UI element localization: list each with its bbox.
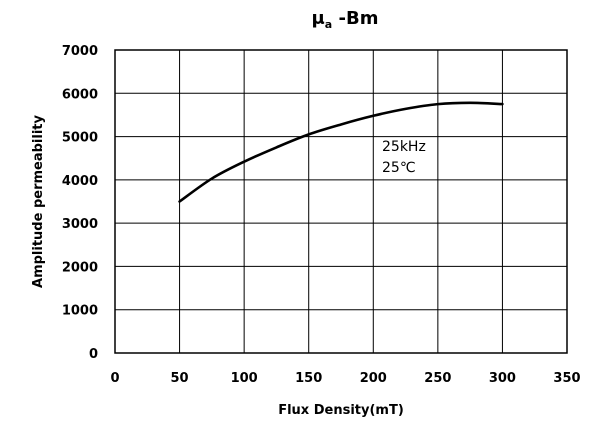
plot-frame: [115, 50, 567, 353]
x-tick-label: 50: [171, 371, 189, 386]
annotation-temperature: 25℃: [382, 160, 416, 176]
x-tick-label: 150: [295, 371, 322, 386]
x-tick-labels: 0 50 100 150 200 250 300 350: [110, 371, 580, 386]
y-tick-label: 3000: [62, 217, 98, 232]
chart-title: μa -Bm: [312, 8, 379, 31]
x-tick-label: 0: [110, 371, 119, 386]
y-tick-label: 2000: [62, 260, 98, 275]
x-tick-label: 250: [424, 371, 451, 386]
x-axis-label: Flux Density(mT): [278, 403, 404, 418]
y-tick-label: 6000: [62, 87, 98, 102]
y-tick-labels: 0 1000 2000 3000 4000 5000 6000 7000: [62, 44, 98, 362]
series-line: [180, 103, 503, 202]
y-tick-label: 0: [89, 347, 98, 362]
series-group: [180, 103, 503, 202]
grid: [115, 50, 567, 353]
x-tick-label: 300: [489, 371, 516, 386]
y-axis-label: Amplitude permeability: [31, 114, 46, 287]
y-tick-label: 4000: [62, 174, 98, 189]
y-tick-label: 7000: [62, 44, 98, 59]
x-tick-label: 200: [360, 371, 387, 386]
y-tick-label: 5000: [62, 131, 98, 146]
annotation-frequency: 25kHz: [382, 139, 426, 155]
x-tick-label: 100: [231, 371, 258, 386]
y-tick-label: 1000: [62, 304, 98, 319]
x-tick-label: 350: [553, 371, 580, 386]
